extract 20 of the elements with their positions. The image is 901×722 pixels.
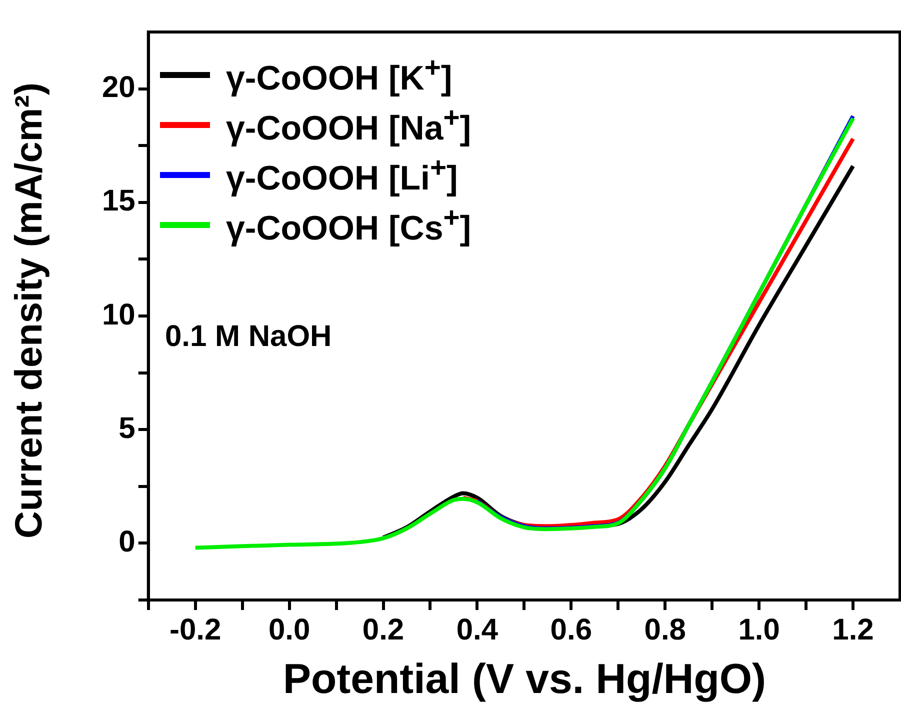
x-tick-label: 1.2 xyxy=(832,613,874,646)
x-tick-label: 0.8 xyxy=(644,613,686,646)
annotation: 0.1 M NaOH xyxy=(165,320,332,354)
legend-label: γ-CoOOH [Li$^{+}$] xyxy=(226,152,458,198)
y-axis-title: Current density (mA/cm²) xyxy=(8,82,52,538)
x-tick-label: 1.0 xyxy=(738,613,780,646)
x-tick-label: 0.4 xyxy=(456,613,498,646)
y-tick-label: 20 xyxy=(102,71,136,104)
x-tick-label: -0.2 xyxy=(169,613,222,646)
legend-label: γ-CoOOH [K$^{+}$] xyxy=(226,52,452,98)
x-tick-label: 0.6 xyxy=(550,613,592,646)
legend-label: γ-CoOOH [Cs$^{+}$] xyxy=(226,202,472,248)
x-tick-label: 0.2 xyxy=(362,613,404,646)
legend-label: γ-CoOOH [Na$^{+}$] xyxy=(226,102,472,148)
y-tick-label: 5 xyxy=(118,412,136,445)
x-axis-title: Potential (V vs. Hg/HgO) xyxy=(282,655,768,703)
x-tick-label: 0.0 xyxy=(268,613,310,646)
y-tick-label: 10 xyxy=(102,298,136,332)
y-tick-label: 0 xyxy=(118,525,136,558)
y-tick-label: 15 xyxy=(102,184,136,218)
